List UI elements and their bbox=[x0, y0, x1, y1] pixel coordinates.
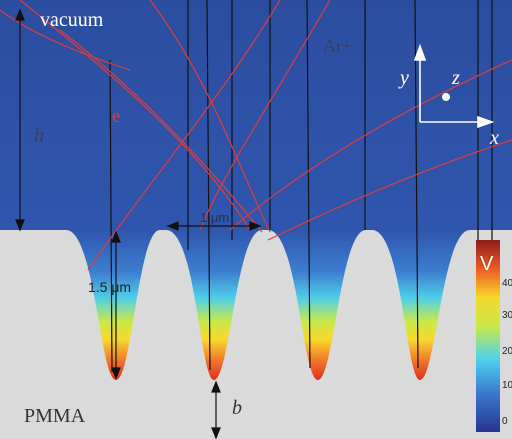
colorbar-tick-label: 20 bbox=[502, 346, 512, 357]
colorbar-tick-label: 0 bbox=[502, 416, 508, 427]
wells bbox=[66, 230, 470, 380]
substrate-label: PMMA bbox=[24, 405, 86, 427]
bottom-label: b bbox=[232, 397, 242, 419]
colorbar-tick-label: 30 bbox=[502, 310, 512, 321]
electron-label: e bbox=[112, 106, 120, 127]
colorbar bbox=[476, 240, 500, 432]
axis-z-label: z bbox=[451, 67, 460, 89]
colorbar-tick-label: 10 bbox=[502, 380, 512, 391]
colorbar-ticks: 40 30 20 10 0 bbox=[502, 278, 512, 427]
dimension-arrows bbox=[15, 8, 262, 439]
height-label: h bbox=[34, 125, 44, 147]
axis-y-label: y bbox=[398, 67, 409, 89]
field-lines bbox=[109, 0, 493, 373]
axis-x-label: x bbox=[489, 127, 499, 149]
well bbox=[372, 230, 470, 380]
colorbar-title: V bbox=[480, 253, 494, 275]
vacuum-label: vacuum bbox=[40, 9, 104, 31]
electron-trajectories bbox=[0, 0, 512, 271]
well bbox=[166, 230, 262, 380]
well bbox=[268, 230, 366, 380]
vacuum-region bbox=[0, 0, 512, 232]
pitch-label: 1 μm bbox=[200, 210, 229, 225]
ion-label: Ar+ bbox=[323, 36, 352, 56]
depth-label: 1.5 μm bbox=[88, 279, 131, 295]
colorbar-tick-label: 40 bbox=[502, 278, 512, 289]
axes-icon bbox=[413, 43, 495, 129]
